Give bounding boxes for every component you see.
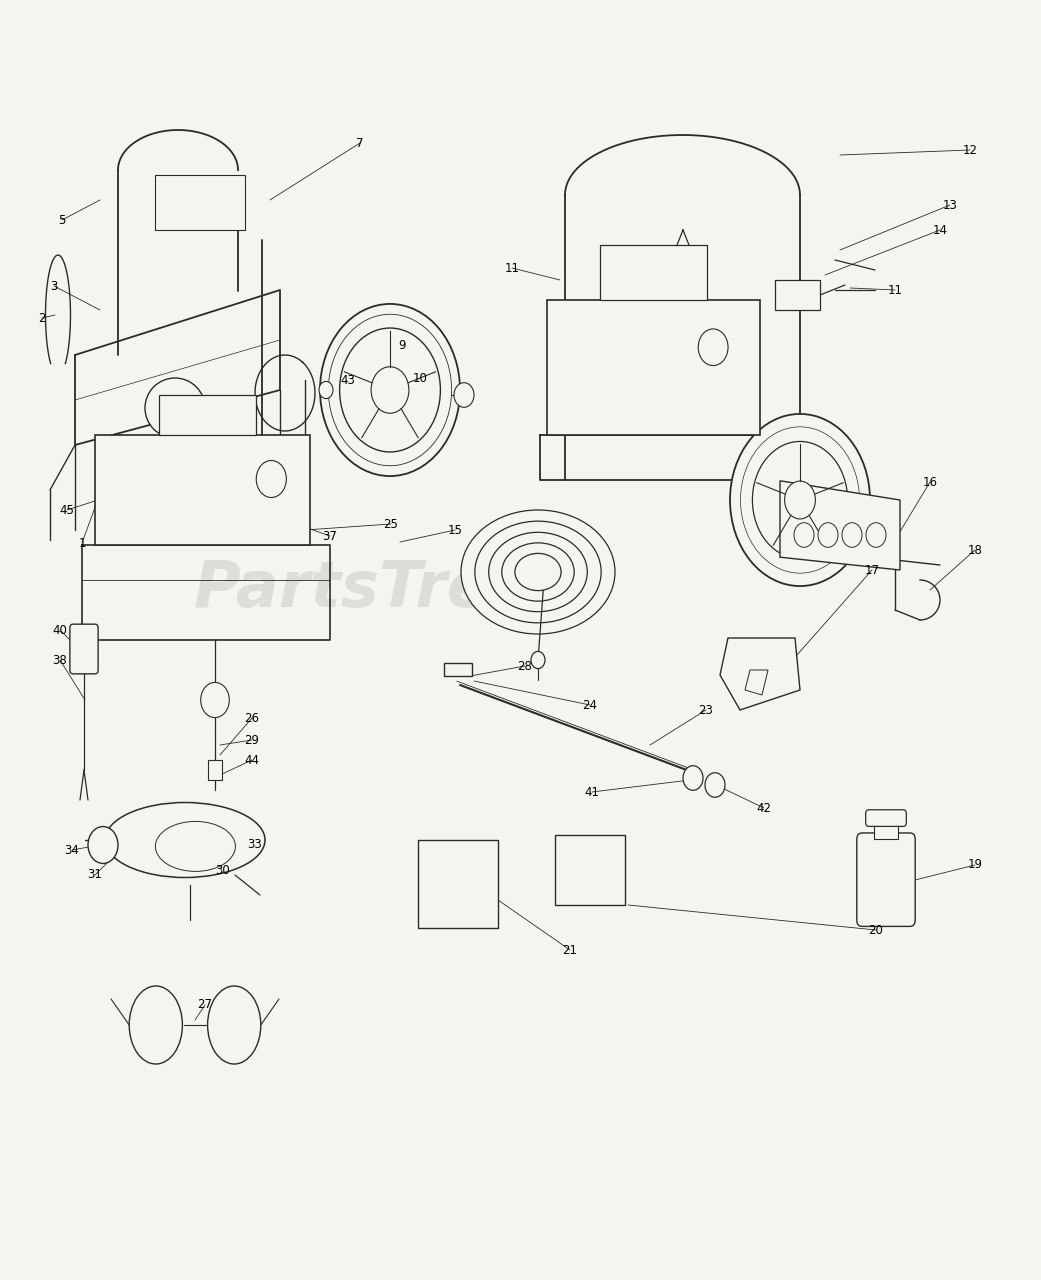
Polygon shape [780,481,900,570]
Text: 1: 1 [78,536,85,549]
FancyBboxPatch shape [208,760,222,780]
Ellipse shape [129,986,182,1064]
Circle shape [753,442,847,558]
Text: 21: 21 [562,943,578,956]
Text: 5: 5 [58,214,66,227]
Text: 10: 10 [412,371,428,384]
Text: 44: 44 [245,754,259,767]
Polygon shape [720,637,799,710]
Text: 11: 11 [888,283,903,297]
FancyBboxPatch shape [547,300,760,435]
Text: 34: 34 [65,844,79,856]
FancyBboxPatch shape [555,835,625,905]
Text: 29: 29 [245,733,259,746]
Circle shape [88,827,118,864]
FancyBboxPatch shape [874,823,898,840]
Text: 37: 37 [323,530,337,543]
Circle shape [328,315,452,466]
Text: 23: 23 [699,704,713,717]
Text: PartsTree: PartsTree [194,558,535,620]
Text: 28: 28 [517,659,532,672]
Text: 16: 16 [922,475,938,489]
FancyBboxPatch shape [857,833,915,927]
Circle shape [705,773,725,797]
Ellipse shape [105,803,265,878]
Text: 3: 3 [50,279,57,293]
FancyBboxPatch shape [775,280,820,310]
Circle shape [740,426,860,573]
Circle shape [866,522,886,548]
Text: 2: 2 [39,311,46,325]
Circle shape [842,522,862,548]
Text: 40: 40 [52,623,68,636]
Circle shape [319,381,333,398]
Ellipse shape [461,509,615,634]
Circle shape [699,329,728,366]
Text: 27: 27 [198,998,212,1011]
Ellipse shape [207,986,261,1064]
Ellipse shape [488,532,587,612]
Text: 24: 24 [583,699,598,712]
Text: 41: 41 [584,786,600,799]
Text: 30: 30 [215,864,230,877]
FancyBboxPatch shape [155,175,245,230]
Text: 7: 7 [356,137,363,150]
Circle shape [730,413,870,586]
Text: ™: ™ [758,559,772,572]
Text: 18: 18 [967,544,983,557]
Circle shape [371,367,409,413]
Circle shape [785,481,815,518]
Circle shape [256,461,286,498]
Ellipse shape [145,378,205,438]
Text: 43: 43 [340,374,355,387]
Text: 31: 31 [87,869,102,882]
Circle shape [818,522,838,548]
Text: 26: 26 [245,712,259,724]
Text: 20: 20 [868,923,884,937]
FancyBboxPatch shape [418,840,498,928]
Text: 13: 13 [942,198,958,211]
Text: 33: 33 [248,838,262,851]
FancyBboxPatch shape [866,810,907,827]
Text: 42: 42 [757,801,771,814]
Text: 14: 14 [933,224,947,237]
Ellipse shape [475,521,601,623]
Text: 25: 25 [383,517,399,530]
Text: 15: 15 [448,524,462,536]
FancyBboxPatch shape [601,244,707,300]
Text: 45: 45 [59,503,75,517]
Circle shape [339,328,440,452]
Ellipse shape [155,822,235,872]
Circle shape [201,682,229,718]
Text: 17: 17 [864,563,880,576]
Ellipse shape [515,553,561,590]
Circle shape [683,765,703,790]
Text: 9: 9 [399,338,406,352]
FancyBboxPatch shape [445,663,472,676]
Text: 12: 12 [963,143,977,156]
Polygon shape [745,669,768,695]
Circle shape [531,652,545,668]
Text: 11: 11 [505,261,519,274]
Circle shape [454,383,474,407]
Circle shape [794,522,814,548]
Ellipse shape [502,543,575,602]
FancyBboxPatch shape [95,435,310,545]
FancyBboxPatch shape [70,625,98,673]
FancyBboxPatch shape [159,396,256,435]
Text: 38: 38 [53,654,68,667]
Text: 19: 19 [967,859,983,872]
Circle shape [320,303,460,476]
